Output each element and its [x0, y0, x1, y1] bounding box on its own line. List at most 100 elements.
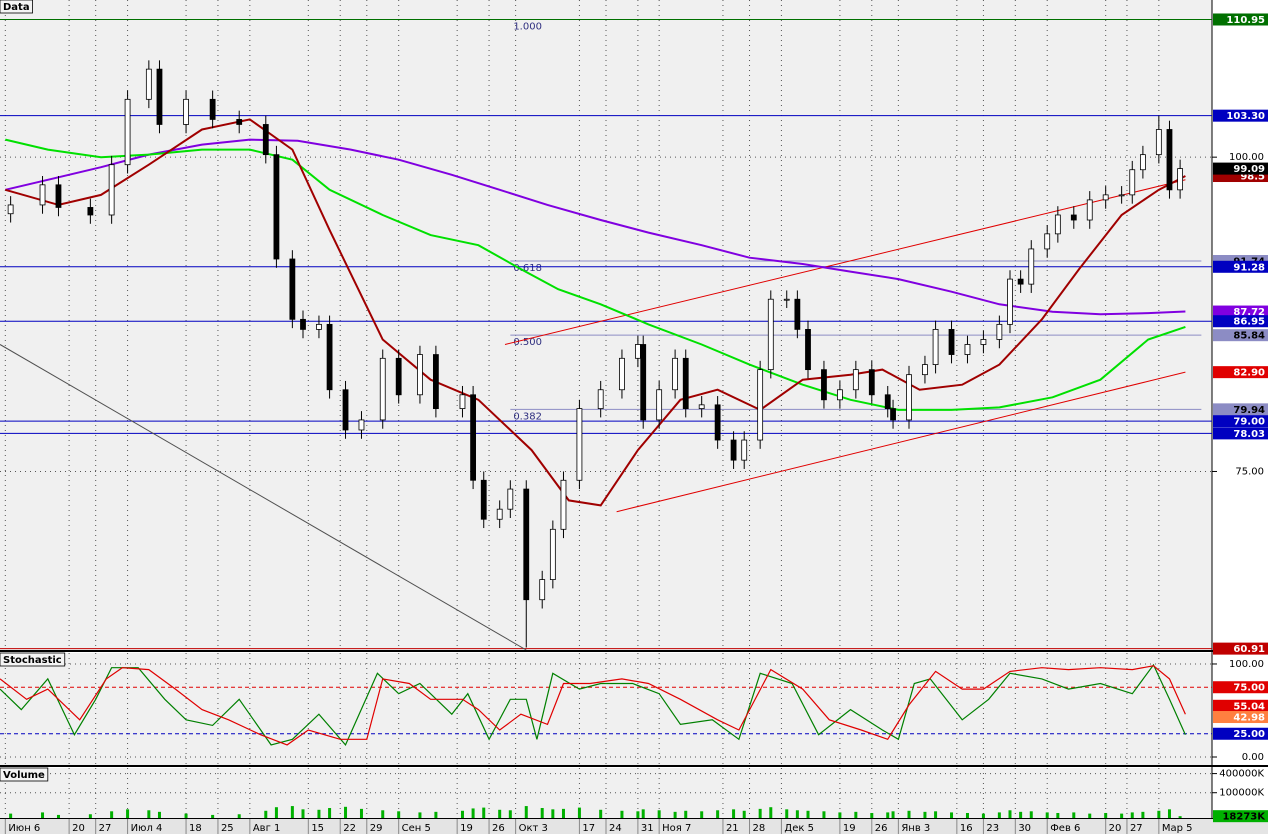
candle-body: [379, 357, 386, 421]
volume-bar: [1167, 809, 1171, 818]
candle-body: [672, 357, 679, 391]
last-value-box-text: 55.04: [1233, 701, 1265, 712]
candle-body: [496, 508, 503, 520]
x-tick-label: 20: [72, 823, 85, 834]
volume-bar: [1104, 812, 1108, 818]
candle-body: [1155, 129, 1162, 156]
last-close-box-text: 99.09: [1233, 164, 1265, 175]
volume-bar: [1120, 813, 1124, 818]
volume-bar: [923, 811, 927, 818]
volume-bar: [471, 808, 475, 818]
x-tick-label: 23: [986, 823, 999, 834]
candle-body: [358, 419, 365, 431]
candle-body: [964, 344, 971, 355]
x-tick-label: 26: [492, 823, 505, 834]
level-box-text: 91.28: [1233, 262, 1265, 273]
candle-body: [300, 318, 306, 330]
volume-bar: [620, 810, 624, 818]
candle-body: [1017, 278, 1024, 285]
volume-bar: [264, 810, 268, 818]
candle-body: [560, 479, 567, 530]
fib-value-box: [1213, 329, 1268, 342]
volume-bar: [211, 814, 215, 818]
candle-body: [432, 354, 439, 410]
volume-bar: [381, 810, 385, 818]
volume-bar: [854, 811, 858, 818]
volume-bar: [56, 814, 60, 818]
x-tick-label: Сен 5: [402, 823, 431, 834]
last-volume-box: [1213, 810, 1268, 823]
level-box: [1213, 427, 1268, 440]
fib-ratio: 1.000: [513, 21, 542, 32]
candle-body: [55, 184, 62, 208]
candle-body: [890, 408, 896, 421]
volume-bar: [950, 812, 954, 818]
volume-bar: [1019, 811, 1023, 818]
volume-bar: [1008, 810, 1012, 818]
candle-body: [108, 164, 115, 216]
x-tick-label: 31: [641, 823, 654, 834]
volume-bar: [561, 808, 565, 818]
trend-box-text: 82.90: [1233, 368, 1265, 379]
fib-value-box-text: 85.84: [1233, 331, 1265, 342]
moving-average: [5, 118, 1186, 507]
volume-bar: [508, 810, 512, 818]
y-tick-label: 100.00: [1229, 152, 1264, 163]
candle-body: [805, 329, 811, 371]
volume-bar: [290, 806, 294, 818]
candle-body: [209, 98, 216, 120]
x-tick-label: Ноя 7: [662, 823, 691, 834]
volume-bar: [838, 812, 842, 818]
candle-body: [417, 354, 423, 396]
volume-bar: [397, 811, 401, 818]
stochastic-line: [0, 663, 1186, 747]
y-tick-label: 0.00: [1242, 752, 1264, 763]
candle-body: [922, 364, 928, 376]
volume-bar: [551, 809, 555, 818]
candle-body: [996, 323, 1003, 340]
stochastic-line: [0, 665, 1186, 746]
x-tick-label: 30: [1018, 823, 1031, 834]
last-close-box: [1213, 162, 1268, 175]
volume-bar: [41, 812, 45, 818]
candle-body: [1028, 248, 1035, 285]
candle-body: [183, 98, 189, 125]
candle-body: [1118, 194, 1125, 197]
volume-bar: [317, 809, 321, 818]
candle-body: [342, 389, 349, 431]
x-tick-label: Окт 3: [519, 823, 548, 834]
volume-bar: [434, 811, 438, 818]
level-box-text: 86.95: [1233, 317, 1265, 328]
volume-bar: [1178, 816, 1182, 818]
panel-title: Volume: [3, 770, 45, 781]
x-tick-label: Янв 3: [901, 823, 930, 834]
volume-bar: [524, 806, 528, 818]
candle-body: [470, 394, 477, 481]
candle-body: [273, 154, 280, 260]
y-tick-label: 75.00: [1235, 466, 1264, 477]
candle-body: [932, 329, 939, 366]
candle-body: [884, 394, 891, 410]
y-tick-label: 100000K: [1219, 788, 1264, 799]
volume-bar: [657, 810, 661, 818]
ma-box-text: 87.72: [1233, 307, 1265, 318]
x-tick-label: 20: [1109, 823, 1122, 834]
volume-bar: [822, 811, 826, 818]
candle-body: [868, 369, 875, 396]
level-box: [1213, 681, 1268, 694]
level-box-text: 60.91: [1233, 644, 1265, 655]
volume-bar: [700, 811, 704, 818]
volume-bar: [184, 813, 188, 818]
x-tick-label: 22: [343, 823, 356, 834]
candle-body: [767, 298, 774, 371]
candle-body: [1166, 129, 1173, 191]
volume-bar: [88, 814, 92, 818]
x-tick-label: 21: [726, 823, 739, 834]
candle-body: [156, 68, 163, 125]
volume-bar: [907, 810, 911, 818]
candle-body: [1007, 278, 1013, 325]
ma-box-text: 98.5: [1240, 172, 1265, 183]
candle-body: [794, 298, 801, 330]
volume-bar: [636, 811, 640, 818]
candle-body: [395, 357, 402, 396]
